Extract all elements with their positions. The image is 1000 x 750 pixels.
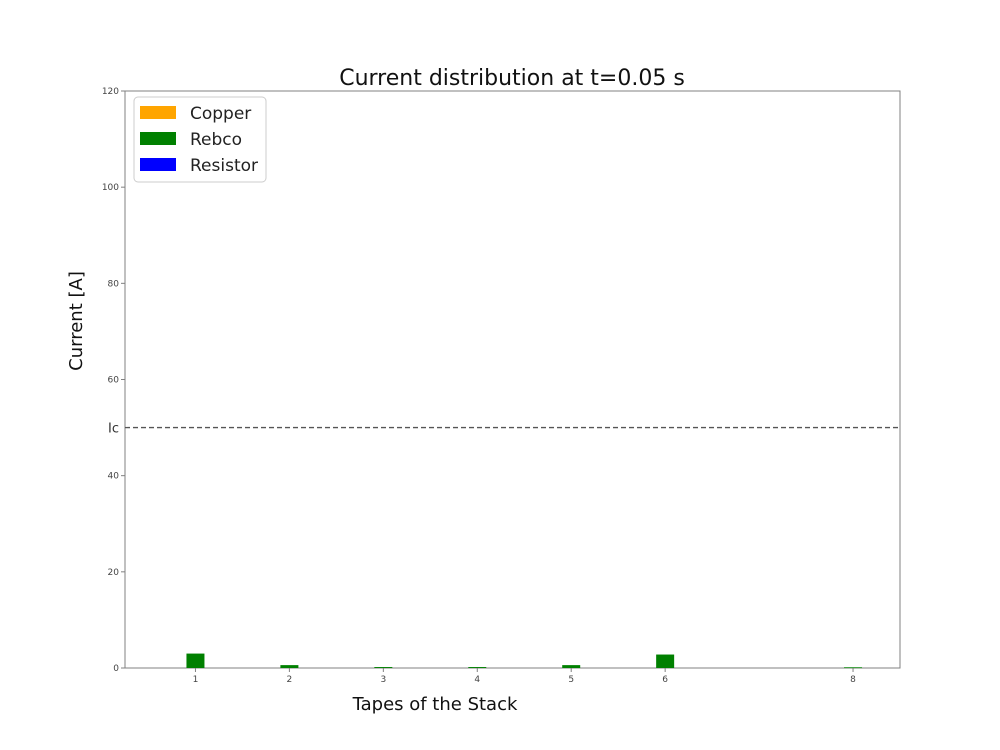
- y-tick-label: 120: [102, 87, 119, 97]
- legend-swatch-rebco: [140, 132, 176, 145]
- y-tick-label: 100: [102, 183, 119, 193]
- ic-reference-label: Ic: [108, 422, 119, 437]
- x-tick-label: 6: [662, 675, 668, 685]
- x-tick-label: 8: [850, 675, 856, 685]
- x-tick-label: 3: [380, 675, 386, 685]
- x-tick-label: 1: [193, 675, 199, 685]
- y-axis-label: Current [A]: [66, 271, 87, 371]
- legend-label-copper: Copper: [190, 104, 251, 124]
- plot-area: 0 20 40 60 80 100 120 1 2 3 4 5 6 8 Ic Copper Rebco Resis…: [102, 87, 901, 685]
- x-axis-label: Tapes of the Stack: [352, 694, 518, 715]
- y-tick-label: 60: [108, 376, 120, 386]
- legend: Copper Rebco Resistor: [133, 96, 267, 183]
- y-tick-label: 40: [108, 472, 120, 482]
- y-tick-label: 20: [108, 568, 120, 578]
- bar-rebco-tape-1: [186, 653, 205, 668]
- x-tick-label: 4: [474, 675, 480, 685]
- chart-title: Current distribution at t=0.05 s: [339, 66, 685, 91]
- bar-rebco-tape-3: [374, 667, 393, 668]
- legend-label-rebco: Rebco: [190, 130, 242, 150]
- x-tick-label: 5: [568, 675, 574, 685]
- bar-rebco-tape-6: [656, 654, 675, 668]
- y-tick-label: 0: [113, 664, 119, 674]
- bar-rebco-tape-2: [280, 665, 299, 668]
- legend-label-resistor: Resistor: [190, 156, 258, 176]
- y-tick-label: 80: [108, 279, 120, 289]
- legend-swatch-copper: [140, 106, 176, 119]
- bar-rebco-tape-4: [468, 667, 487, 668]
- bar-rebco-tape-8: [844, 667, 863, 669]
- x-tick-label: 2: [287, 675, 293, 685]
- bar-rebco-tape-5: [562, 665, 581, 668]
- legend-swatch-resistor: [140, 158, 176, 171]
